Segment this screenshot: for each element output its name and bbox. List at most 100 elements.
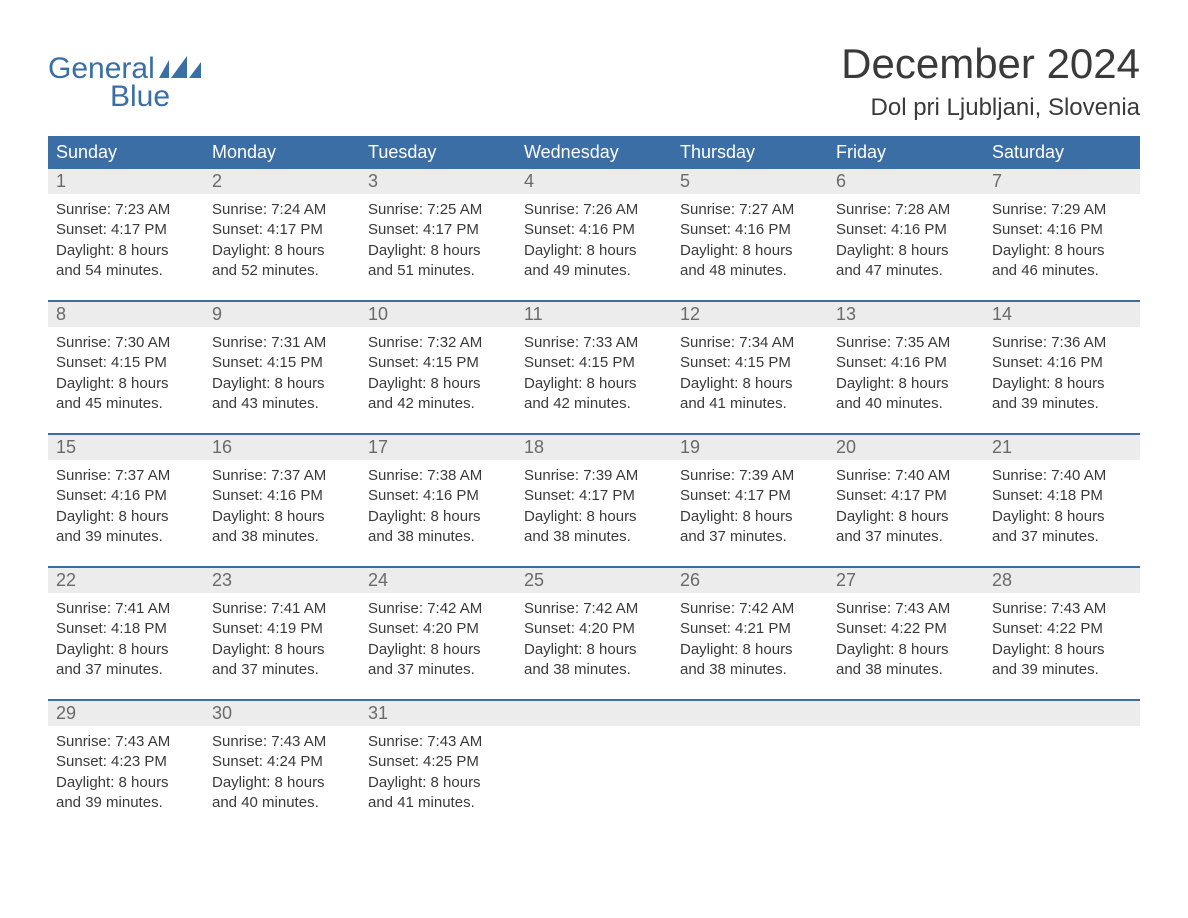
daylight-line1: Daylight: 8 hours (680, 507, 820, 527)
day-cell: Sunrise: 7:42 AMSunset: 4:20 PMDaylight:… (516, 593, 672, 685)
sunset-text: Sunset: 4:17 PM (680, 486, 820, 506)
sunset-text: Sunset: 4:16 PM (836, 220, 976, 240)
daylight-line1: Daylight: 8 hours (56, 640, 196, 660)
day-content-row: Sunrise: 7:41 AMSunset: 4:18 PMDaylight:… (48, 593, 1140, 685)
day-cell: Sunrise: 7:40 AMSunset: 4:17 PMDaylight:… (828, 460, 984, 552)
daylight-line1: Daylight: 8 hours (212, 241, 352, 261)
day-cell: Sunrise: 7:24 AMSunset: 4:17 PMDaylight:… (204, 194, 360, 286)
day-cell: Sunrise: 7:37 AMSunset: 4:16 PMDaylight:… (48, 460, 204, 552)
sunrise-text: Sunrise: 7:40 AM (836, 466, 976, 486)
daylight-line1: Daylight: 8 hours (524, 640, 664, 660)
sunrise-text: Sunrise: 7:35 AM (836, 333, 976, 353)
title-block: December 2024 Dol pri Ljubljani, Sloveni… (841, 40, 1140, 122)
daylight-line1: Daylight: 8 hours (56, 241, 196, 261)
day-content-row: Sunrise: 7:30 AMSunset: 4:15 PMDaylight:… (48, 327, 1140, 419)
day-number: 2 (204, 169, 360, 194)
daylight-line2: and 43 minutes. (212, 394, 352, 414)
sunset-text: Sunset: 4:16 PM (992, 220, 1132, 240)
sunrise-text: Sunrise: 7:43 AM (368, 732, 508, 752)
sunrise-text: Sunrise: 7:27 AM (680, 200, 820, 220)
daylight-line2: and 38 minutes. (524, 660, 664, 680)
day-cell (516, 726, 672, 818)
daylight-line2: and 37 minutes. (992, 527, 1132, 547)
day-number: 24 (360, 568, 516, 593)
sunset-text: Sunset: 4:18 PM (992, 486, 1132, 506)
sunset-text: Sunset: 4:17 PM (836, 486, 976, 506)
sunset-text: Sunset: 4:25 PM (368, 752, 508, 772)
calendar: Sunday Monday Tuesday Wednesday Thursday… (48, 136, 1140, 818)
daylight-line1: Daylight: 8 hours (368, 773, 508, 793)
sunset-text: Sunset: 4:15 PM (524, 353, 664, 373)
sunrise-text: Sunrise: 7:43 AM (992, 599, 1132, 619)
daylight-line2: and 42 minutes. (368, 394, 508, 414)
daylight-line1: Daylight: 8 hours (680, 241, 820, 261)
sunset-text: Sunset: 4:16 PM (836, 353, 976, 373)
daylight-line1: Daylight: 8 hours (524, 374, 664, 394)
daylight-line2: and 48 minutes. (680, 261, 820, 281)
daylight-line2: and 41 minutes. (680, 394, 820, 414)
sunset-text: Sunset: 4:16 PM (992, 353, 1132, 373)
daylight-line1: Daylight: 8 hours (992, 374, 1132, 394)
sunset-text: Sunset: 4:17 PM (212, 220, 352, 240)
daylight-line2: and 40 minutes. (212, 793, 352, 813)
sunset-text: Sunset: 4:19 PM (212, 619, 352, 639)
day-number: 15 (48, 435, 204, 460)
daylight-line1: Daylight: 8 hours (680, 640, 820, 660)
day-number (984, 701, 1140, 726)
daylight-line1: Daylight: 8 hours (524, 241, 664, 261)
sunrise-text: Sunrise: 7:42 AM (368, 599, 508, 619)
sunrise-text: Sunrise: 7:25 AM (368, 200, 508, 220)
daylight-line2: and 39 minutes. (56, 793, 196, 813)
daylight-line2: and 38 minutes. (680, 660, 820, 680)
day-number: 6 (828, 169, 984, 194)
sunset-text: Sunset: 4:17 PM (56, 220, 196, 240)
flag-icon (159, 56, 201, 83)
sunset-text: Sunset: 4:20 PM (524, 619, 664, 639)
sunset-text: Sunset: 4:21 PM (680, 619, 820, 639)
daynum-row: 891011121314 (48, 302, 1140, 327)
day-cell: Sunrise: 7:41 AMSunset: 4:18 PMDaylight:… (48, 593, 204, 685)
daylight-line2: and 39 minutes. (56, 527, 196, 547)
daylight-line1: Daylight: 8 hours (836, 507, 976, 527)
day-number: 14 (984, 302, 1140, 327)
sunrise-text: Sunrise: 7:33 AM (524, 333, 664, 353)
daylight-line1: Daylight: 8 hours (836, 640, 976, 660)
sunrise-text: Sunrise: 7:43 AM (56, 732, 196, 752)
sunrise-text: Sunrise: 7:37 AM (212, 466, 352, 486)
daylight-line2: and 52 minutes. (212, 261, 352, 281)
sunrise-text: Sunrise: 7:34 AM (680, 333, 820, 353)
day-number: 8 (48, 302, 204, 327)
day-number: 25 (516, 568, 672, 593)
daylight-line1: Daylight: 8 hours (56, 773, 196, 793)
dow-monday: Monday (204, 136, 360, 169)
daynum-row: 22232425262728 (48, 568, 1140, 593)
sunrise-text: Sunrise: 7:36 AM (992, 333, 1132, 353)
day-content-row: Sunrise: 7:23 AMSunset: 4:17 PMDaylight:… (48, 194, 1140, 286)
daylight-line2: and 38 minutes. (368, 527, 508, 547)
day-cell: Sunrise: 7:23 AMSunset: 4:17 PMDaylight:… (48, 194, 204, 286)
day-number: 13 (828, 302, 984, 327)
sunrise-text: Sunrise: 7:37 AM (56, 466, 196, 486)
sunset-text: Sunset: 4:15 PM (212, 353, 352, 373)
day-cell: Sunrise: 7:39 AMSunset: 4:17 PMDaylight:… (516, 460, 672, 552)
day-cell: Sunrise: 7:43 AMSunset: 4:22 PMDaylight:… (984, 593, 1140, 685)
day-cell: Sunrise: 7:35 AMSunset: 4:16 PMDaylight:… (828, 327, 984, 419)
day-cell: Sunrise: 7:39 AMSunset: 4:17 PMDaylight:… (672, 460, 828, 552)
day-cell: Sunrise: 7:31 AMSunset: 4:15 PMDaylight:… (204, 327, 360, 419)
daylight-line1: Daylight: 8 hours (212, 507, 352, 527)
day-number: 27 (828, 568, 984, 593)
day-number: 31 (360, 701, 516, 726)
daylight-line1: Daylight: 8 hours (836, 241, 976, 261)
day-cell: Sunrise: 7:43 AMSunset: 4:24 PMDaylight:… (204, 726, 360, 818)
daylight-line1: Daylight: 8 hours (680, 374, 820, 394)
daynum-row: 293031 (48, 701, 1140, 726)
daylight-line1: Daylight: 8 hours (992, 241, 1132, 261)
daylight-line1: Daylight: 8 hours (368, 507, 508, 527)
day-cell: Sunrise: 7:42 AMSunset: 4:20 PMDaylight:… (360, 593, 516, 685)
day-cell: Sunrise: 7:32 AMSunset: 4:15 PMDaylight:… (360, 327, 516, 419)
day-cell: Sunrise: 7:43 AMSunset: 4:23 PMDaylight:… (48, 726, 204, 818)
daylight-line2: and 38 minutes. (524, 527, 664, 547)
day-number: 16 (204, 435, 360, 460)
day-number: 11 (516, 302, 672, 327)
sunrise-text: Sunrise: 7:39 AM (524, 466, 664, 486)
